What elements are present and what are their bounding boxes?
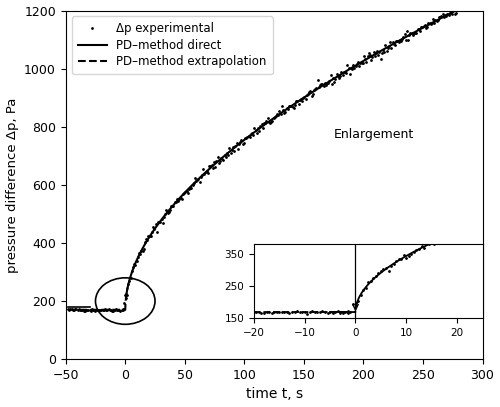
Legend: Δp experimental, PD–method direct, PD–method extrapolation: Δp experimental, PD–method direct, PD–me…	[72, 16, 273, 74]
Y-axis label: pressure difference Δp, Pa: pressure difference Δp, Pa	[6, 97, 18, 273]
X-axis label: time t, s: time t, s	[246, 387, 302, 401]
Text: Enlargement: Enlargement	[334, 128, 414, 141]
